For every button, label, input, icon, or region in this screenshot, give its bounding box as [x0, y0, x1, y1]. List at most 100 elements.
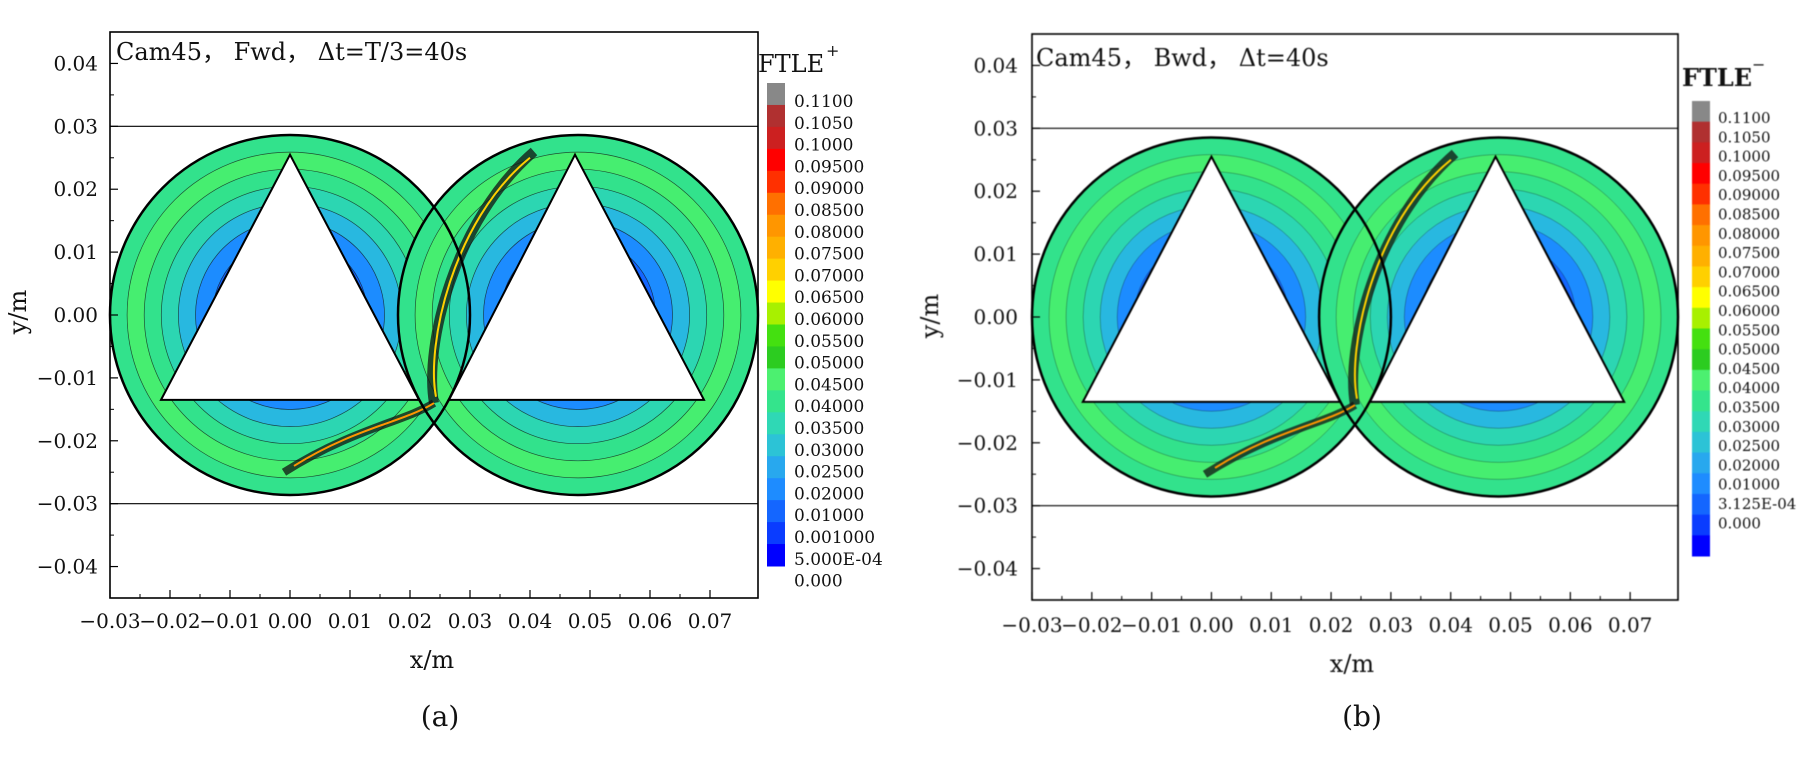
- colorbar-swatch: [767, 412, 785, 435]
- x-tick-label: 0.07: [1608, 613, 1653, 637]
- colorbar-label: 0.02500: [1718, 437, 1780, 455]
- panel-a: Cam45， Fwd， Δt=T/3=40s x/m y/m FTLE + (a…: [4, 31, 883, 733]
- colorbar-label: 0.000: [794, 572, 843, 592]
- colorbar-label: 0.07000: [1718, 263, 1780, 281]
- x-tick-label: 0.02: [388, 609, 433, 633]
- colorbar-label: 0.04500: [794, 375, 864, 395]
- panel-a-colorbar-title-sup: +: [826, 41, 839, 60]
- colorbar-label: 0.05500: [1718, 321, 1780, 339]
- colorbar-swatch: [767, 456, 785, 479]
- colorbar-swatch: [767, 170, 785, 194]
- panel-b: Cam45， Bwd， Δt=40s x/m y/m FTLE − −0.03−…: [916, 33, 1796, 678]
- colorbar-label: 0.1050: [794, 114, 853, 134]
- colorbar-label: 0.08500: [1718, 206, 1780, 224]
- colorbar-label: 0.09500: [794, 157, 864, 177]
- colorbar-swatch: [1692, 245, 1710, 267]
- colorbar-label: 0.03000: [794, 441, 864, 461]
- colorbar-label: 0.1000: [794, 136, 853, 156]
- x-tick-label: −0.01: [1121, 613, 1182, 637]
- ftle-ridge-peak: [432, 157, 531, 397]
- colorbar-swatch: [1692, 493, 1710, 516]
- x-tick-label: 0.05: [1488, 613, 1533, 637]
- colorbar-swatch: [1692, 287, 1710, 309]
- colorbar-label: 5.000E-04: [794, 550, 883, 570]
- colorbar-swatch: [1692, 390, 1710, 412]
- colorbar-label: 0.02000: [1718, 456, 1780, 474]
- colorbar-swatch: [1692, 514, 1710, 536]
- colorbar-swatch: [1692, 101, 1710, 123]
- x-tick-label: 0.03: [448, 609, 493, 633]
- colorbar-label: 0.09000: [1718, 186, 1780, 204]
- colorbar-swatch: [767, 434, 785, 457]
- y-tick-label: −0.02: [37, 429, 98, 453]
- colorbar-label: 0.05000: [1718, 341, 1780, 359]
- colorbar-swatch: [767, 214, 785, 238]
- colorbar-label: 0.04500: [1718, 360, 1780, 378]
- colorbar-label: 0.09000: [794, 179, 864, 199]
- colorbar-label: 0.1100: [1718, 109, 1771, 127]
- colorbar-label: 0.07500: [1718, 244, 1780, 262]
- colorbar-swatch: [1692, 369, 1710, 392]
- colorbar-swatch: [1692, 452, 1710, 474]
- colorbar-swatch: [1692, 328, 1710, 350]
- colorbar-label: 0.06000: [794, 310, 864, 330]
- ftle-ridge-peak: [293, 402, 435, 467]
- colorbar-label: 0.05000: [794, 354, 864, 374]
- colorbar-swatch: [1692, 535, 1710, 557]
- colorbar-swatch: [767, 368, 785, 391]
- y-tick-label: −0.04: [37, 555, 98, 579]
- colorbar-swatch: [767, 478, 785, 501]
- panel-b-colorbar-title: FTLE: [1682, 63, 1752, 92]
- y-tick-label: −0.01: [957, 368, 1018, 392]
- colorbar-swatch: [767, 83, 785, 106]
- x-tick-label: −0.02: [139, 609, 200, 633]
- triangle-rotor: [1368, 154, 1626, 403]
- colorbar-label: 0.07000: [794, 266, 864, 286]
- x-tick-label: −0.03: [79, 609, 140, 633]
- colorbar-swatch: [767, 104, 785, 128]
- colorbar-label: 0.08000: [794, 223, 864, 243]
- x-tick-label: −0.03: [1001, 613, 1062, 637]
- y-tick-label: 0.02: [973, 179, 1018, 203]
- colorbar-swatch: [1692, 225, 1710, 247]
- colorbar-swatch: [767, 390, 785, 413]
- colorbar-label: 0.03500: [794, 419, 864, 439]
- colorbar-swatch: [767, 500, 785, 523]
- y-tick-label: 0.03: [53, 114, 98, 138]
- colorbar-swatch: [767, 544, 785, 567]
- colorbar-label: 0.04000: [794, 397, 864, 417]
- colorbar-label: 0.06500: [1718, 283, 1780, 301]
- colorbar-swatch: [767, 302, 785, 325]
- y-tick-label: 0.01: [973, 242, 1018, 266]
- colorbar-label: 0.1100: [794, 92, 853, 112]
- colorbar-label: 0.09500: [1718, 167, 1780, 185]
- x-tick-label: 0.04: [1428, 613, 1473, 637]
- colorbar-swatch: [1692, 142, 1710, 164]
- colorbar-label: 0.03500: [1718, 399, 1780, 417]
- panel-b-y-axis-label: y/m: [916, 294, 944, 340]
- triangle-rotor: [159, 152, 421, 401]
- ftle-ridge-peak: [1214, 404, 1356, 469]
- x-tick-label: 0.06: [1548, 613, 1593, 637]
- colorbar-swatch: [1692, 431, 1710, 454]
- y-tick-label: 0.03: [973, 116, 1018, 140]
- colorbar-label: 0.000: [1718, 514, 1761, 532]
- colorbar-swatch: [1692, 307, 1710, 329]
- panel-b-x-axis-label: x/m: [1330, 650, 1375, 678]
- colorbar-label: 0.08500: [794, 201, 864, 221]
- colorbar-swatch: [767, 192, 785, 216]
- panel-b-caption: (b): [1342, 700, 1382, 733]
- y-tick-label: −0.03: [957, 494, 1018, 518]
- colorbar-label: 0.02000: [794, 484, 864, 504]
- x-tick-label: −0.01: [199, 609, 260, 633]
- x-tick-label: 0.02: [1309, 613, 1354, 637]
- colorbar-label: 0.06000: [1718, 302, 1780, 320]
- colorbar-label: 0.06500: [794, 288, 864, 308]
- colorbar-label: 0.04000: [1718, 379, 1780, 397]
- x-tick-label: 0.07: [688, 609, 733, 633]
- panel-a-title: Cam45， Fwd， Δt=T/3=40s: [116, 38, 467, 66]
- y-tick-label: 0.04: [53, 51, 98, 75]
- colorbar-swatch: [1692, 411, 1710, 433]
- y-tick-label: 0.01: [53, 240, 98, 264]
